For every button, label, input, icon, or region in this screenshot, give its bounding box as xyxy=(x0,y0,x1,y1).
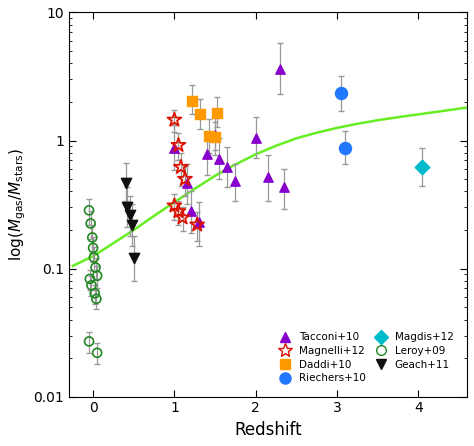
Y-axis label: log($M_{\rm gas}/M_{\rm stars}$): log($M_{\rm gas}/M_{\rm stars}$) xyxy=(7,148,27,261)
X-axis label: Redshift: Redshift xyxy=(234,421,301,439)
Point xyxy=(223,164,231,171)
Point xyxy=(128,221,136,228)
Point xyxy=(203,151,211,158)
Point xyxy=(85,338,93,345)
Point xyxy=(419,164,426,171)
Point xyxy=(197,111,204,118)
Point xyxy=(193,221,201,228)
Point xyxy=(195,219,202,226)
Point xyxy=(276,66,284,73)
Point xyxy=(122,179,129,186)
Point xyxy=(252,134,259,141)
Point xyxy=(171,145,178,152)
Point xyxy=(130,255,137,262)
Point xyxy=(264,173,272,181)
Point xyxy=(177,164,185,171)
Point xyxy=(92,264,100,271)
Point xyxy=(91,290,99,297)
Point xyxy=(189,97,196,104)
Point xyxy=(174,141,182,149)
Point xyxy=(215,155,223,162)
Point xyxy=(341,145,349,152)
Point xyxy=(89,244,97,252)
Point xyxy=(93,272,101,279)
Point xyxy=(87,220,94,227)
Point xyxy=(179,214,186,221)
Point xyxy=(183,179,191,186)
Point xyxy=(187,208,194,215)
Point xyxy=(85,207,93,214)
Point xyxy=(93,349,101,356)
Point xyxy=(211,133,219,140)
Point xyxy=(213,109,220,116)
Legend: Tacconi+10, Magnelli+12, Daddi+10, Riechers+10, Magdis+12, Leroy+09, Geach+11: Tacconi+10, Magnelli+12, Daddi+10, Riech… xyxy=(271,328,458,388)
Point xyxy=(337,89,345,96)
Point xyxy=(280,184,288,191)
Point xyxy=(205,132,212,140)
Point xyxy=(89,234,96,241)
Point xyxy=(171,202,178,209)
Point xyxy=(88,282,95,289)
Point xyxy=(171,116,178,124)
Point xyxy=(90,254,98,261)
Point xyxy=(86,275,94,282)
Point xyxy=(232,178,239,185)
Point xyxy=(174,208,182,215)
Point xyxy=(181,175,189,182)
Point xyxy=(211,132,219,139)
Point xyxy=(123,204,131,211)
Point xyxy=(126,212,134,219)
Point xyxy=(92,295,100,302)
